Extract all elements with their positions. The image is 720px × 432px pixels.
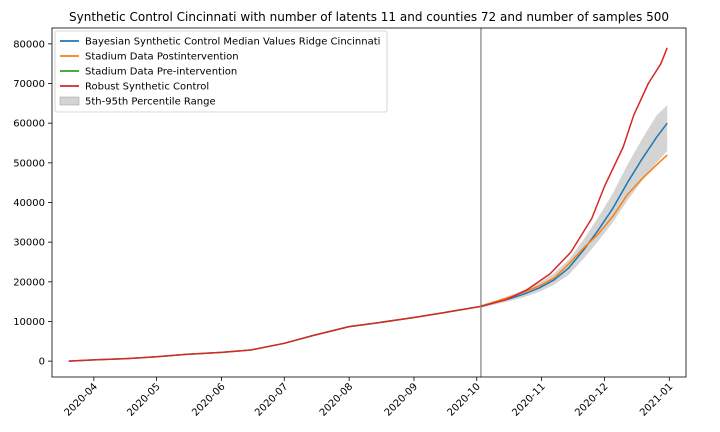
legend-label-1: Bayesian Synthetic Control Median Values… xyxy=(85,37,380,48)
series-line-4 xyxy=(68,47,668,362)
legend: Bayesian Synthetic Control Median Values… xyxy=(54,30,388,113)
x-tick-label: 2020-11 xyxy=(510,381,547,418)
x-tick-label: 2020-07 xyxy=(253,381,290,418)
y-tick-label: 10000 xyxy=(13,317,45,328)
chart-title: Synthetic Control Cincinnati with number… xyxy=(69,10,669,24)
y-tick-label: 70000 xyxy=(13,79,45,90)
x-tick-label: 2020-05 xyxy=(125,381,162,418)
y-tick-label: 30000 xyxy=(13,238,45,249)
series-line-1 xyxy=(480,122,668,308)
legend-swatch-band xyxy=(59,96,80,106)
legend-label-3: Stadium Data Pre-intervention xyxy=(85,67,237,78)
percentile-band xyxy=(480,105,668,308)
y-tick-label: 0 xyxy=(39,357,45,368)
y-tick-label: 60000 xyxy=(13,119,45,130)
series-line-3 xyxy=(68,305,482,362)
y-tick-label: 40000 xyxy=(13,198,45,209)
band-layer xyxy=(480,105,668,308)
legend-label-2: Stadium Data Postintervention xyxy=(85,52,239,63)
x-tick-label: 2020-12 xyxy=(573,381,610,418)
x-tick-label: 2020-08 xyxy=(318,381,355,418)
x-tick-label: 2020-09 xyxy=(383,381,420,418)
legend-label-4: Robust Synthetic Control xyxy=(85,82,209,93)
legend-box xyxy=(54,30,388,113)
y-tick-label: 50000 xyxy=(13,158,45,169)
x-tick-label: 2020-06 xyxy=(190,381,227,418)
line-layer xyxy=(68,47,668,362)
x-tick-label: 2020-10 xyxy=(446,381,483,418)
x-tick-label: 2021-01 xyxy=(638,381,675,418)
y-tick-label: 80000 xyxy=(13,39,45,50)
legend-label-band: 5th-95th Percentile Range xyxy=(85,97,216,108)
x-tick-label: 2020-04 xyxy=(63,381,100,418)
y-tick-label: 20000 xyxy=(13,277,45,288)
